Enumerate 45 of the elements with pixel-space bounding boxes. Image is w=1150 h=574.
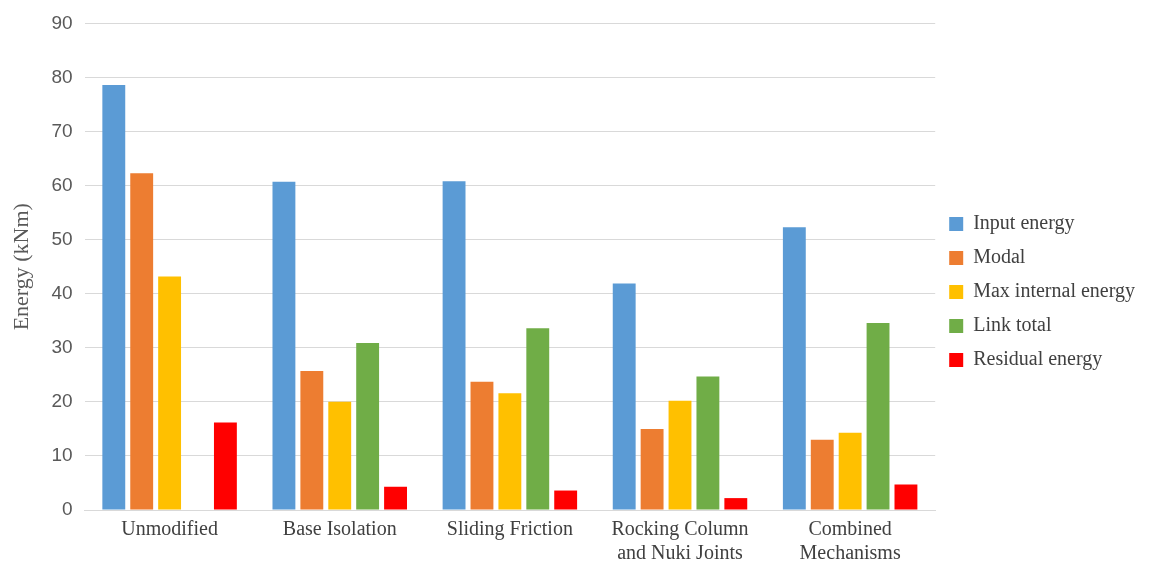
legend-label: Modal [973, 245, 1026, 268]
x-tick-label: Base Isolation [282, 517, 397, 540]
x-tick-label: Combined Mechanisms [799, 517, 901, 564]
bar [213, 422, 237, 510]
bar [782, 227, 806, 510]
bar [384, 486, 407, 510]
y-tick-label: 20 [51, 390, 73, 412]
y-tick-label: 0 [61, 498, 73, 520]
bar [554, 490, 578, 510]
bar [612, 283, 636, 510]
legend-label: Max internal energy [973, 279, 1135, 303]
bar [640, 428, 664, 510]
y-tick-label: 30 [51, 336, 73, 358]
y-tick-label: 70 [51, 119, 73, 141]
y-tick-label: 90 [51, 11, 73, 33]
x-tick-label: Rocking Column and Nuki Joints [611, 517, 749, 564]
bar [894, 484, 918, 510]
legend-label: Input energy [973, 211, 1075, 235]
legend-label: Link total [973, 313, 1052, 336]
y-tick-label: 10 [51, 444, 73, 466]
bar [470, 381, 494, 510]
bar [498, 393, 522, 510]
y-tick-label: 80 [51, 65, 73, 87]
x-tick-label: Sliding Friction [446, 517, 573, 541]
bar [810, 439, 834, 510]
bar [866, 322, 890, 510]
y-tick-label: 60 [51, 173, 73, 195]
bar [724, 498, 748, 510]
x-tick-label: Unmodified [121, 517, 218, 540]
y-tick-label: 50 [51, 227, 73, 249]
bar [356, 342, 380, 510]
legend-label: Residual energy [973, 347, 1103, 371]
y-tick-label: 40 [51, 281, 73, 303]
bar [668, 400, 692, 510]
bar [300, 371, 324, 510]
bar [158, 276, 182, 510]
bar [696, 376, 720, 510]
bar [328, 401, 352, 510]
bar [272, 181, 296, 510]
bar [838, 432, 862, 510]
bar [130, 173, 154, 510]
bar [526, 328, 550, 510]
bar [102, 85, 126, 510]
y-axis-title: Energy (kNm) [7, 203, 33, 331]
bar [442, 181, 466, 510]
